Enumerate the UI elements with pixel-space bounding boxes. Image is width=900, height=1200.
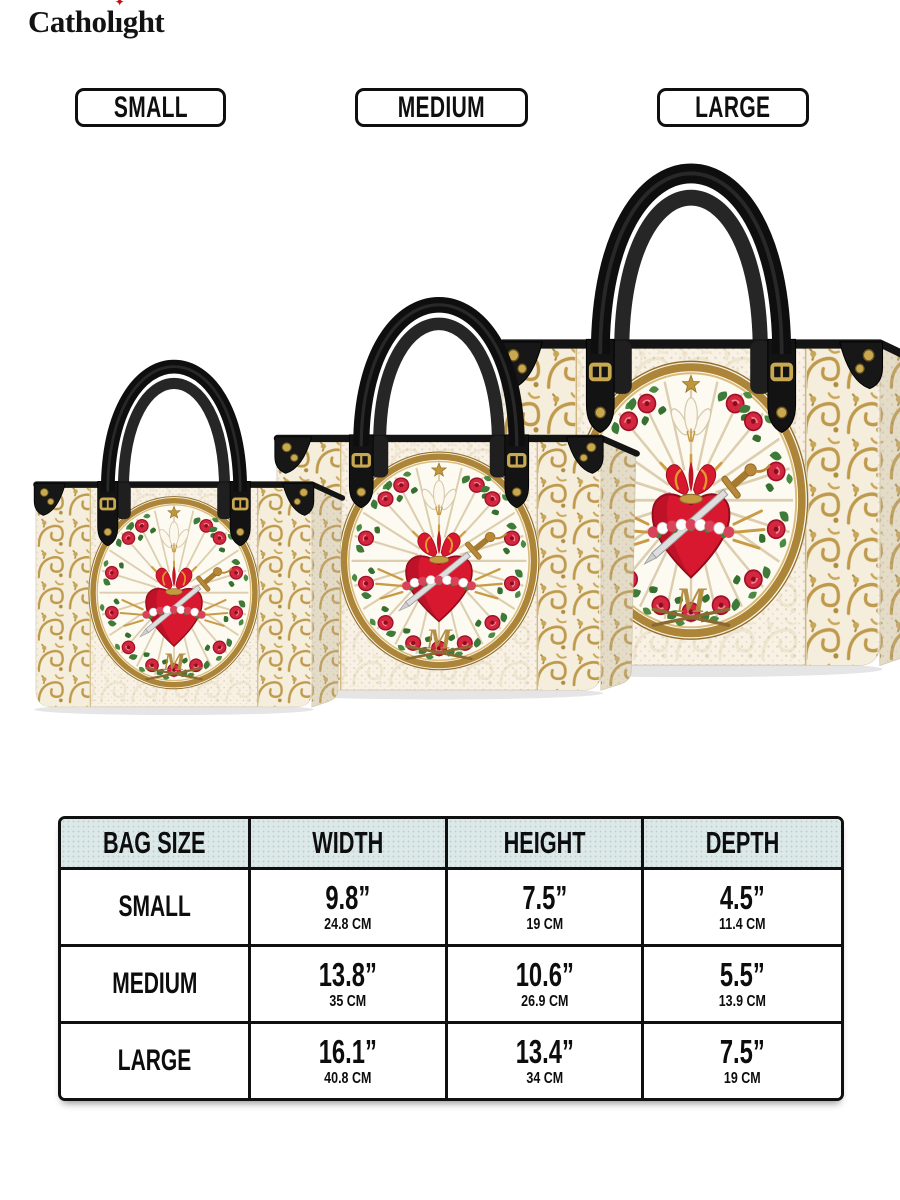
cell-depth: 4.5” 11.4 cm (644, 870, 841, 947)
row-label: MEDIUM (61, 947, 252, 1024)
size-tag-medium-label: MEDIUM (397, 90, 486, 124)
cell-width: 16.1” 40.8 cm (251, 1024, 448, 1098)
cell-height: 10.6” 26.9 cm (447, 947, 645, 1024)
brand-logo: Catholıght ✦ (28, 0, 165, 40)
handbag-small (33, 367, 342, 715)
logo-text-prefix: Cathol (28, 4, 115, 39)
product-image-handbags: M (0, 140, 900, 760)
table-row-medium: MEDIUM 13.8” 35 cm 10.6” 26.9 cm 5.5” 13.9 … (61, 947, 841, 1024)
size-chart-table-wrap: BAG SIZE WIDTH HEIGHT DEPTH SMALL 9.8” 24… (58, 816, 844, 1101)
size-tag-medium: MEDIUM (355, 88, 528, 127)
table-header-row: BAG SIZE WIDTH HEIGHT DEPTH (61, 819, 841, 870)
size-tag-large-label: LARGE (695, 90, 771, 124)
row-label: SMALL (61, 870, 252, 947)
col-header-height: HEIGHT (447, 819, 645, 870)
cell-height: 13.4” 34 cm (447, 1024, 645, 1098)
cell-depth: 7.5” 19 cm (644, 1024, 841, 1098)
col-header-depth: DEPTH (644, 819, 841, 870)
table-row-small: SMALL 9.8” 24.8 cm 7.5” 19 cm 4.5” 11.4 cm (61, 870, 841, 947)
col-header-width: WIDTH (251, 819, 448, 870)
cell-depth: 5.5” 13.9 cm (644, 947, 841, 1024)
cell-height: 7.5” 19 cm (447, 870, 645, 947)
size-chart-table: BAG SIZE WIDTH HEIGHT DEPTH SMALL 9.8” 24… (58, 816, 844, 1101)
col-header-bag-size: BAG SIZE (61, 819, 252, 870)
logo-sparkle-icon: ✦ (114, 0, 125, 9)
logo-text-suffix: ıght ✦ (115, 0, 165, 40)
size-tag-small-label: SMALL (113, 90, 188, 124)
table-row-large: LARGE 16.1” 40.8 cm 13.4” 34 cm 7.5” 19 cm (61, 1024, 841, 1098)
size-tag-small: SMALL (75, 88, 226, 127)
row-label: LARGE (61, 1024, 252, 1098)
cell-width: 13.8” 35 cm (251, 947, 448, 1024)
size-tag-large: LARGE (657, 88, 809, 127)
cell-width: 9.8” 24.8 cm (251, 870, 448, 947)
